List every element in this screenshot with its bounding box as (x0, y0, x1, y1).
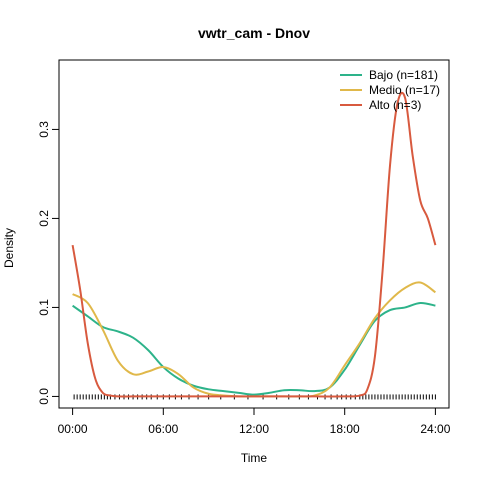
legend: Bajo (n=181)Medio (n=17)Alto (n=3) (340, 68, 440, 112)
legend-label: Bajo (n=181) (369, 68, 438, 82)
series-lines (71, 91, 437, 398)
y-tick-label: 0.3 (37, 121, 51, 138)
x-tick-label: 24:00 (420, 422, 450, 436)
x-axis-label: Time (241, 451, 268, 465)
x-tick-label: 06:00 (148, 422, 178, 436)
y-axis: 0.0 0.1 0.2 0.3 (37, 121, 60, 405)
x-tick-label: 18:00 (330, 422, 360, 436)
x-axis: 00:00 06:00 12:00 18:00 24:00 (58, 407, 451, 436)
legend-item-medio: Medio (n=17) (340, 83, 440, 97)
series-line-bajo (72, 301, 436, 396)
y-tick-label: 0.0 (37, 388, 51, 405)
legend-label: Alto (n=3) (369, 98, 421, 112)
series-line-alto (71, 91, 437, 398)
y-tick-label: 0.1 (37, 299, 51, 316)
chart-title: vwtr_cam - Dnov (198, 25, 310, 41)
x-tick-label: 00:00 (58, 422, 88, 436)
legend-label: Medio (n=17) (369, 83, 440, 97)
legend-item-bajo: Bajo (n=181) (340, 68, 438, 82)
y-tick-label: 0.2 (37, 210, 51, 227)
y-axis-label: Density (2, 228, 16, 268)
legend-item-alto: Alto (n=3) (340, 98, 421, 112)
x-tick-label: 12:00 (239, 422, 269, 436)
